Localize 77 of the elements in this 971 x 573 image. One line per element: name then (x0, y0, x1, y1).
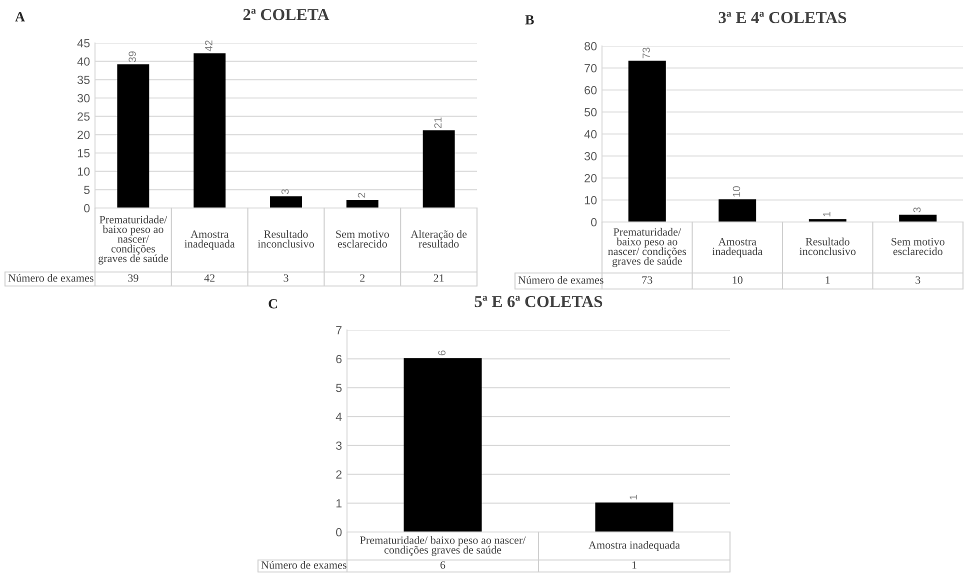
data-label: 10 (732, 186, 740, 197)
chart-title: 3ª E 4ª COLETAS (718, 12, 846, 24)
y-tick-label: 2 (336, 470, 342, 479)
text: Número de exames (518, 276, 604, 284)
bar (346, 200, 378, 208)
y-tick-label: 40 (584, 130, 597, 138)
bar (117, 64, 150, 208)
data-label: 21 (434, 117, 442, 128)
bar (718, 199, 756, 222)
x-tick-label: Amostra inadequada (588, 540, 680, 552)
text: 21 (434, 274, 444, 282)
y-tick-label: 80 (584, 42, 597, 50)
y-tick-label: 5 (336, 384, 342, 392)
data-label: 1 (823, 212, 830, 216)
data-label: 73 (642, 48, 650, 58)
text: 1 (632, 561, 636, 569)
text: 3 (916, 276, 920, 284)
y-tick-label: 50 (584, 108, 597, 116)
y-tick-label: 3 (336, 441, 342, 450)
text: 73 (642, 276, 652, 284)
y-tick-label: 15 (78, 149, 90, 158)
bar (194, 53, 226, 208)
x-tick-label: Sem motivo esclarecido (892, 238, 944, 256)
y-tick-label: 0 (591, 218, 597, 226)
text: A (15, 12, 25, 22)
y-tick-label: 25 (78, 112, 90, 121)
y-tick-label: 20 (78, 130, 90, 140)
text: 2 (360, 274, 365, 282)
y-tick-label: 45 (77, 39, 90, 48)
y-tick-label: 4 (336, 412, 342, 421)
y-tick-label: 20 (584, 174, 597, 182)
text: Número de exames (261, 560, 346, 569)
x-tick-label: Alteração de resultado (410, 230, 467, 248)
bar (270, 196, 302, 208)
data-label: 39 (128, 51, 136, 62)
data-label: 3 (913, 207, 921, 212)
bar (628, 60, 666, 222)
text: 42 (204, 274, 215, 282)
y-tick-label: 60 (584, 86, 597, 94)
y-tick-label: 0 (84, 204, 90, 212)
x-tick-label: Amostra inadequada (712, 238, 763, 258)
text: B (525, 15, 534, 24)
x-tick-label: Sem motivo esclarecido (336, 230, 389, 248)
x-tick-label: Resultado inconclusivo (799, 238, 856, 256)
y-tick-label: 30 (77, 94, 90, 102)
text: 39 (128, 274, 138, 282)
y-tick-label: 1 (336, 499, 342, 508)
text: Número de exames (8, 274, 94, 282)
y-tick-label: 6 (336, 354, 342, 364)
data-label: 42 (205, 40, 212, 52)
y-tick-label: 0 (336, 528, 342, 536)
text: 10 (732, 276, 743, 284)
data-label: 1 (630, 494, 637, 500)
data-label: 3 (281, 189, 289, 194)
y-tick-label: 7 (336, 326, 342, 334)
text: 1 (826, 276, 830, 284)
y-tick-label: 5 (84, 186, 90, 194)
y-tick-label: 10 (78, 167, 90, 176)
x-tick-label: Amostra inadequada (184, 230, 235, 250)
text: 6 (440, 561, 446, 569)
bar (899, 214, 937, 222)
y-tick-label: 70 (584, 64, 597, 72)
y-tick-label: 30 (584, 152, 597, 160)
y-tick-label: 35 (77, 76, 90, 84)
bar (422, 130, 455, 208)
text: 3 (284, 274, 288, 282)
x-tick-label: Prematuridade/ baixo peso ao nascer/ condições graves de saúde (608, 228, 686, 268)
x-tick-label: Resultado inconclusivo (258, 230, 314, 248)
x-tick-label: Prematuridade/ baixo peso ao nascer/ condições graves de saúde (360, 536, 526, 556)
data-label: 6 (438, 350, 446, 356)
chart-title: 5ª E 6ª COLETAS (474, 296, 602, 308)
data-label: 2 (358, 192, 366, 198)
chart-title: 2ª COLETA (243, 8, 330, 20)
text: C (268, 299, 277, 308)
x-tick-label: Prematuridade/ baixo peso ao nascer/ condições graves de saúde (98, 216, 168, 264)
y-tick-label: 10 (584, 196, 597, 204)
y-tick-label: 40 (77, 57, 90, 66)
